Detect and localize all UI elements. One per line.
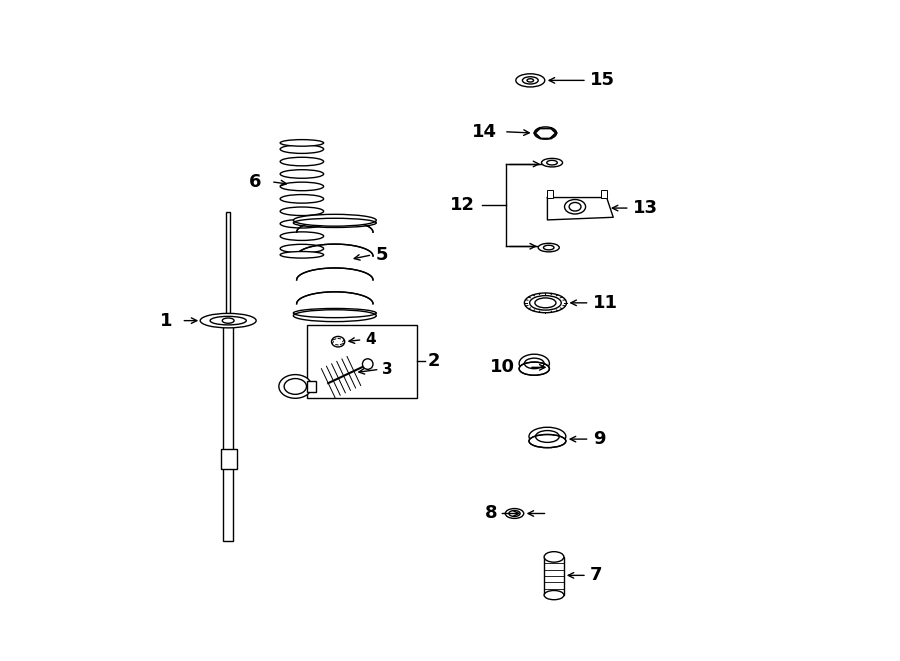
Text: 7: 7 bbox=[590, 566, 603, 584]
Ellipse shape bbox=[331, 336, 345, 347]
Ellipse shape bbox=[279, 375, 311, 399]
Ellipse shape bbox=[519, 362, 549, 375]
Ellipse shape bbox=[280, 232, 324, 241]
Ellipse shape bbox=[280, 245, 324, 253]
Text: 1: 1 bbox=[159, 311, 172, 330]
Bar bbox=[601, 190, 607, 198]
Ellipse shape bbox=[564, 200, 586, 214]
Text: 3: 3 bbox=[382, 362, 392, 377]
Ellipse shape bbox=[525, 293, 566, 313]
Bar bbox=[223, 317, 233, 541]
Text: 10: 10 bbox=[490, 358, 515, 376]
Polygon shape bbox=[547, 198, 613, 220]
Text: 8: 8 bbox=[485, 504, 498, 522]
Ellipse shape bbox=[535, 127, 556, 139]
Ellipse shape bbox=[280, 219, 324, 228]
Text: 6: 6 bbox=[248, 173, 261, 191]
Ellipse shape bbox=[516, 74, 544, 87]
Ellipse shape bbox=[280, 182, 324, 191]
Bar bbox=[226, 212, 230, 317]
Ellipse shape bbox=[542, 159, 562, 167]
Ellipse shape bbox=[529, 434, 566, 447]
Bar bbox=[307, 325, 417, 398]
Text: 4: 4 bbox=[365, 332, 375, 347]
Ellipse shape bbox=[519, 354, 549, 373]
Text: 2: 2 bbox=[428, 352, 440, 370]
Ellipse shape bbox=[363, 359, 373, 369]
Ellipse shape bbox=[505, 508, 524, 518]
Ellipse shape bbox=[293, 214, 376, 226]
Text: 9: 9 bbox=[593, 430, 606, 448]
Ellipse shape bbox=[280, 252, 324, 258]
Bar bbox=[307, 381, 317, 393]
Bar bbox=[544, 557, 564, 595]
Ellipse shape bbox=[293, 310, 376, 322]
Text: 13: 13 bbox=[633, 199, 658, 217]
Ellipse shape bbox=[527, 79, 534, 82]
Ellipse shape bbox=[200, 313, 256, 328]
Ellipse shape bbox=[280, 170, 324, 178]
Bar bbox=[547, 190, 553, 198]
Text: 15: 15 bbox=[590, 71, 616, 89]
Ellipse shape bbox=[529, 427, 566, 446]
Bar bbox=[220, 449, 237, 469]
Text: 12: 12 bbox=[450, 196, 475, 214]
Ellipse shape bbox=[538, 243, 559, 252]
Ellipse shape bbox=[280, 139, 324, 146]
Text: 14: 14 bbox=[472, 123, 498, 141]
Ellipse shape bbox=[280, 194, 324, 203]
Ellipse shape bbox=[280, 157, 324, 166]
Ellipse shape bbox=[544, 552, 564, 563]
Text: 5: 5 bbox=[375, 246, 388, 264]
Ellipse shape bbox=[280, 145, 324, 153]
Ellipse shape bbox=[280, 207, 324, 215]
Text: 11: 11 bbox=[593, 294, 617, 312]
Ellipse shape bbox=[544, 590, 564, 600]
